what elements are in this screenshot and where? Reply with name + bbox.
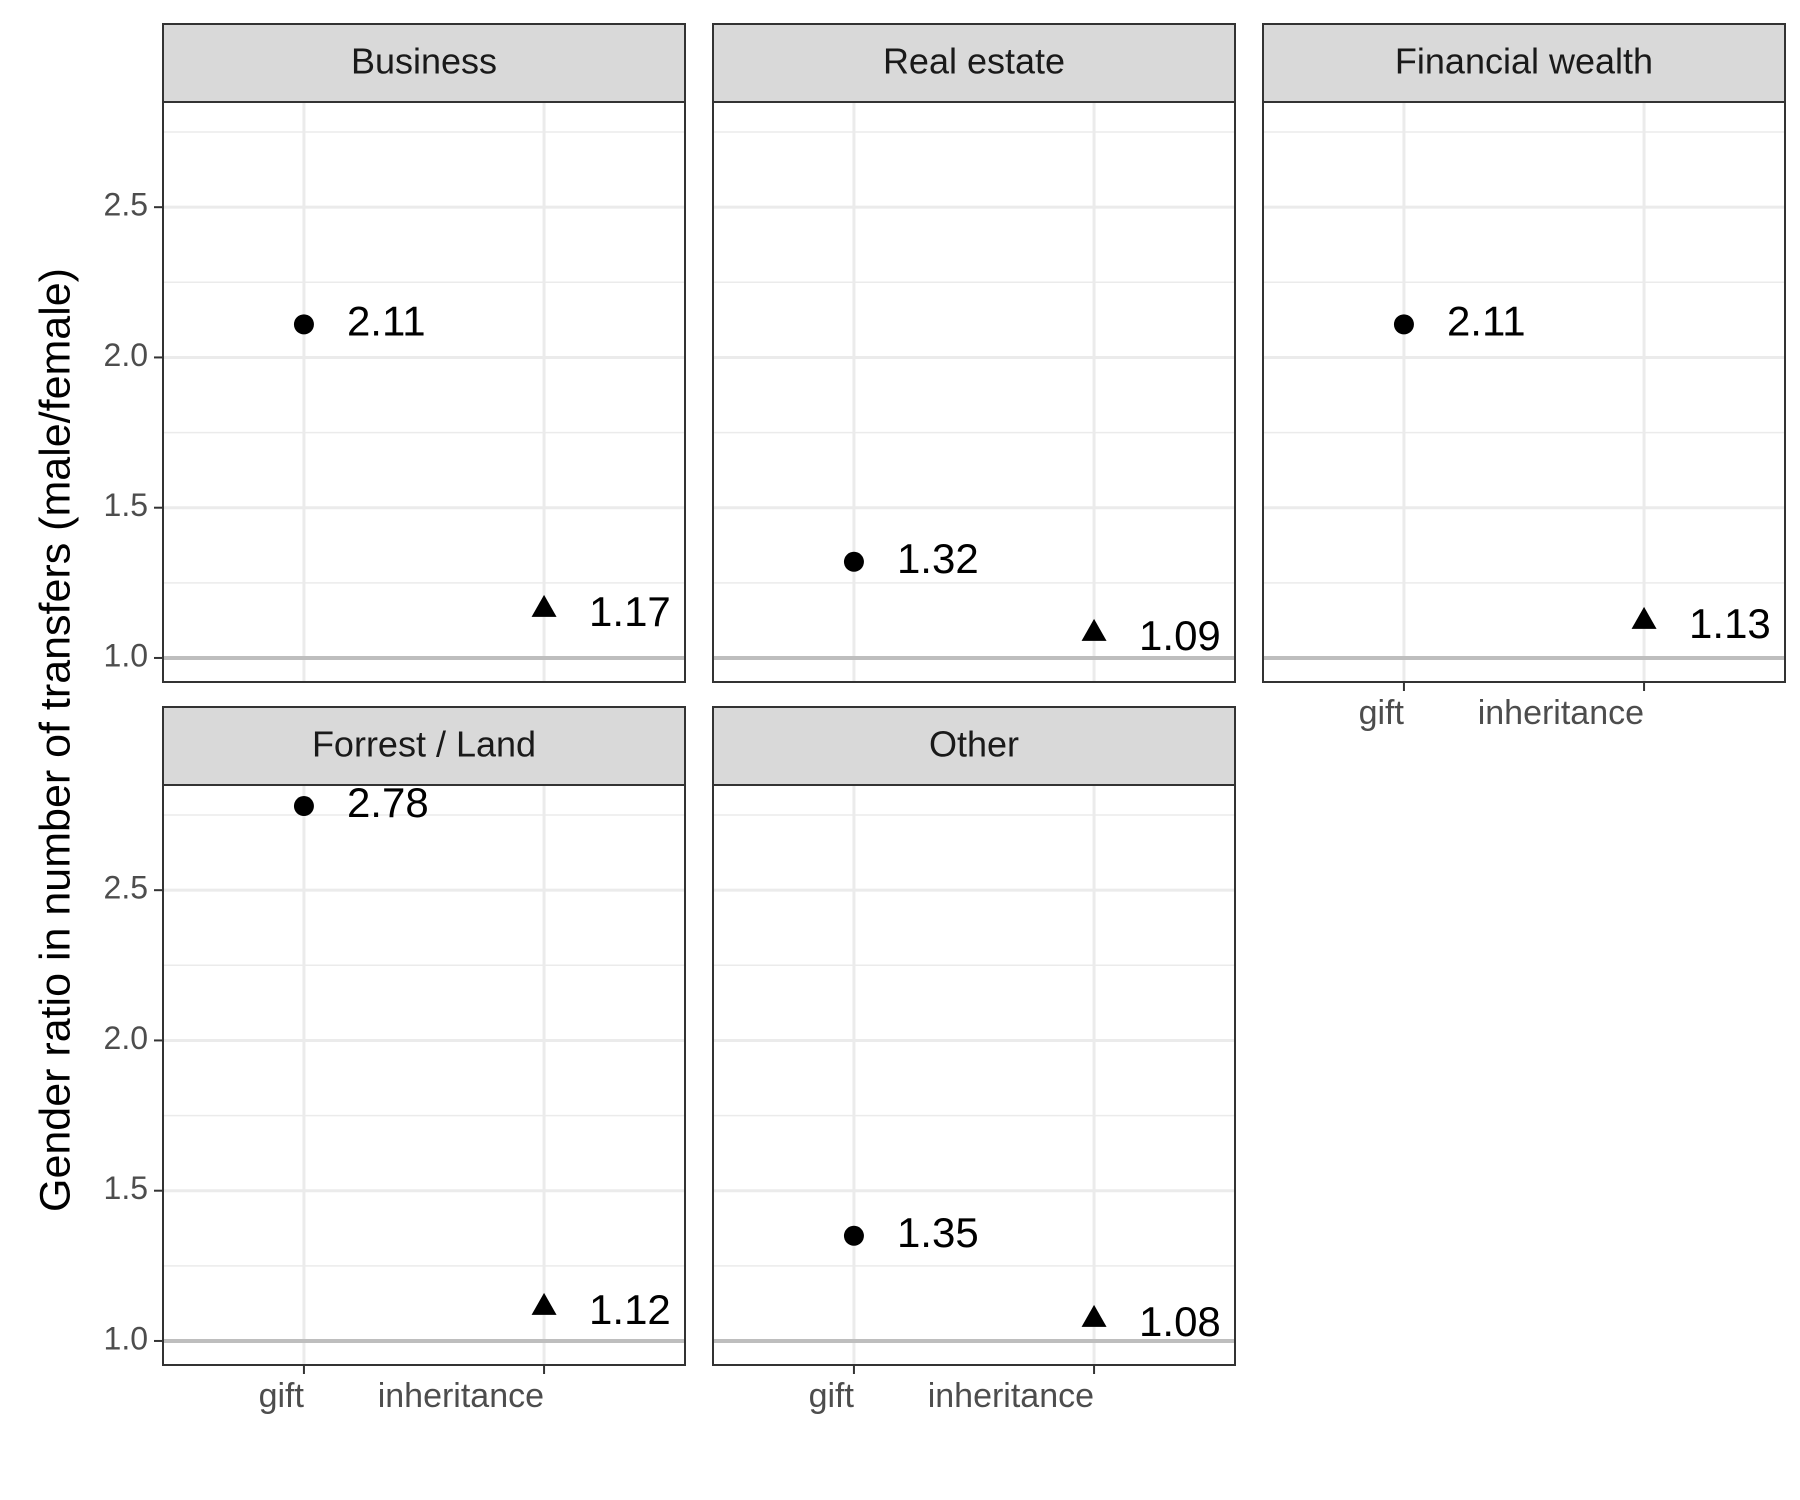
panel-title: Business — [351, 41, 497, 82]
x-tick-label: inheritance — [928, 1377, 1094, 1415]
gift-point — [843, 551, 864, 572]
panel-border — [712, 784, 1236, 1366]
panel-border — [1262, 101, 1786, 683]
panel-other: Other 1.35 1.08 gift inheritance — [712, 706, 1236, 1415]
panel-border — [712, 101, 1236, 683]
inheritance-point — [531, 1292, 557, 1315]
inheritance-value-label: 1.08 — [1139, 1298, 1221, 1345]
panel-title: Financial wealth — [1395, 41, 1653, 82]
y-tick-label: 1.0 — [104, 637, 148, 673]
inheritance-value-label: 1.09 — [1139, 612, 1221, 659]
gift-point — [1393, 314, 1414, 335]
panel-title: Other — [929, 724, 1019, 765]
plot-background — [713, 102, 1235, 682]
panels-group: Business 2.11 1.17 1.0 1.5 2.0 2.5 Real estate 1… — [104, 23, 1786, 1415]
panel-title: Forrest / Land — [312, 724, 536, 765]
panel-strip — [162, 706, 686, 786]
inheritance-value-label: 1.13 — [1689, 600, 1771, 647]
plot-background — [1263, 102, 1785, 682]
y-tick-label: 2.0 — [104, 1020, 148, 1056]
gift-value-label: 2.78 — [347, 779, 429, 826]
panel-strip — [712, 706, 1236, 786]
plot-background — [713, 785, 1235, 1365]
y-tick-label: 1.0 — [104, 1320, 148, 1356]
inheritance-point — [1081, 1304, 1107, 1327]
y-tick-label: 2.5 — [104, 870, 148, 906]
panel-strip — [712, 23, 1236, 103]
plot-background — [163, 102, 685, 682]
x-tick-label: gift — [809, 1377, 855, 1415]
x-tick-label: gift — [259, 1377, 305, 1415]
plot-background — [163, 785, 685, 1365]
inheritance-point — [1081, 618, 1107, 641]
x-tick-label: inheritance — [378, 1377, 544, 1415]
inheritance-value-label: 1.12 — [589, 1286, 671, 1333]
inheritance-point — [531, 594, 557, 617]
panel-forrest-land: Forrest / Land 2.78 1.12 1.0 1.5 2.0 2.5 gift in… — [104, 706, 686, 1415]
gift-value-label: 2.11 — [1447, 297, 1526, 344]
gift-value-label: 2.11 — [347, 297, 426, 344]
x-tick-label: gift — [1359, 694, 1405, 732]
panel-strip — [1262, 23, 1786, 103]
gift-value-label: 1.32 — [897, 535, 979, 582]
gift-value-label: 1.35 — [897, 1209, 979, 1256]
y-axis-label: Gender ratio in number of transfers (mal… — [31, 268, 79, 1212]
panel-financial-wealth: Financial wealth 2.11 1.13 gift inheritance — [1262, 23, 1786, 732]
gift-point — [843, 1225, 864, 1246]
inheritance-point — [1631, 606, 1657, 629]
gift-point — [293, 796, 314, 817]
x-tick-label: inheritance — [1478, 694, 1644, 732]
panel-border — [162, 784, 686, 1366]
panel-title: Real estate — [883, 41, 1065, 82]
y-tick-label: 1.5 — [104, 1170, 148, 1206]
panel-strip — [162, 23, 686, 103]
inheritance-value-label: 1.17 — [589, 588, 671, 635]
gift-point — [293, 314, 314, 335]
y-tick-label: 1.5 — [104, 487, 148, 523]
y-tick-label: 2.5 — [104, 187, 148, 223]
y-tick-label: 2.0 — [104, 337, 148, 373]
panel-real-estate: Real estate 1.32 1.09 — [712, 23, 1236, 683]
panel-border — [162, 101, 686, 683]
panel-business: Business 2.11 1.17 1.0 1.5 2.0 2.5 — [104, 23, 686, 683]
